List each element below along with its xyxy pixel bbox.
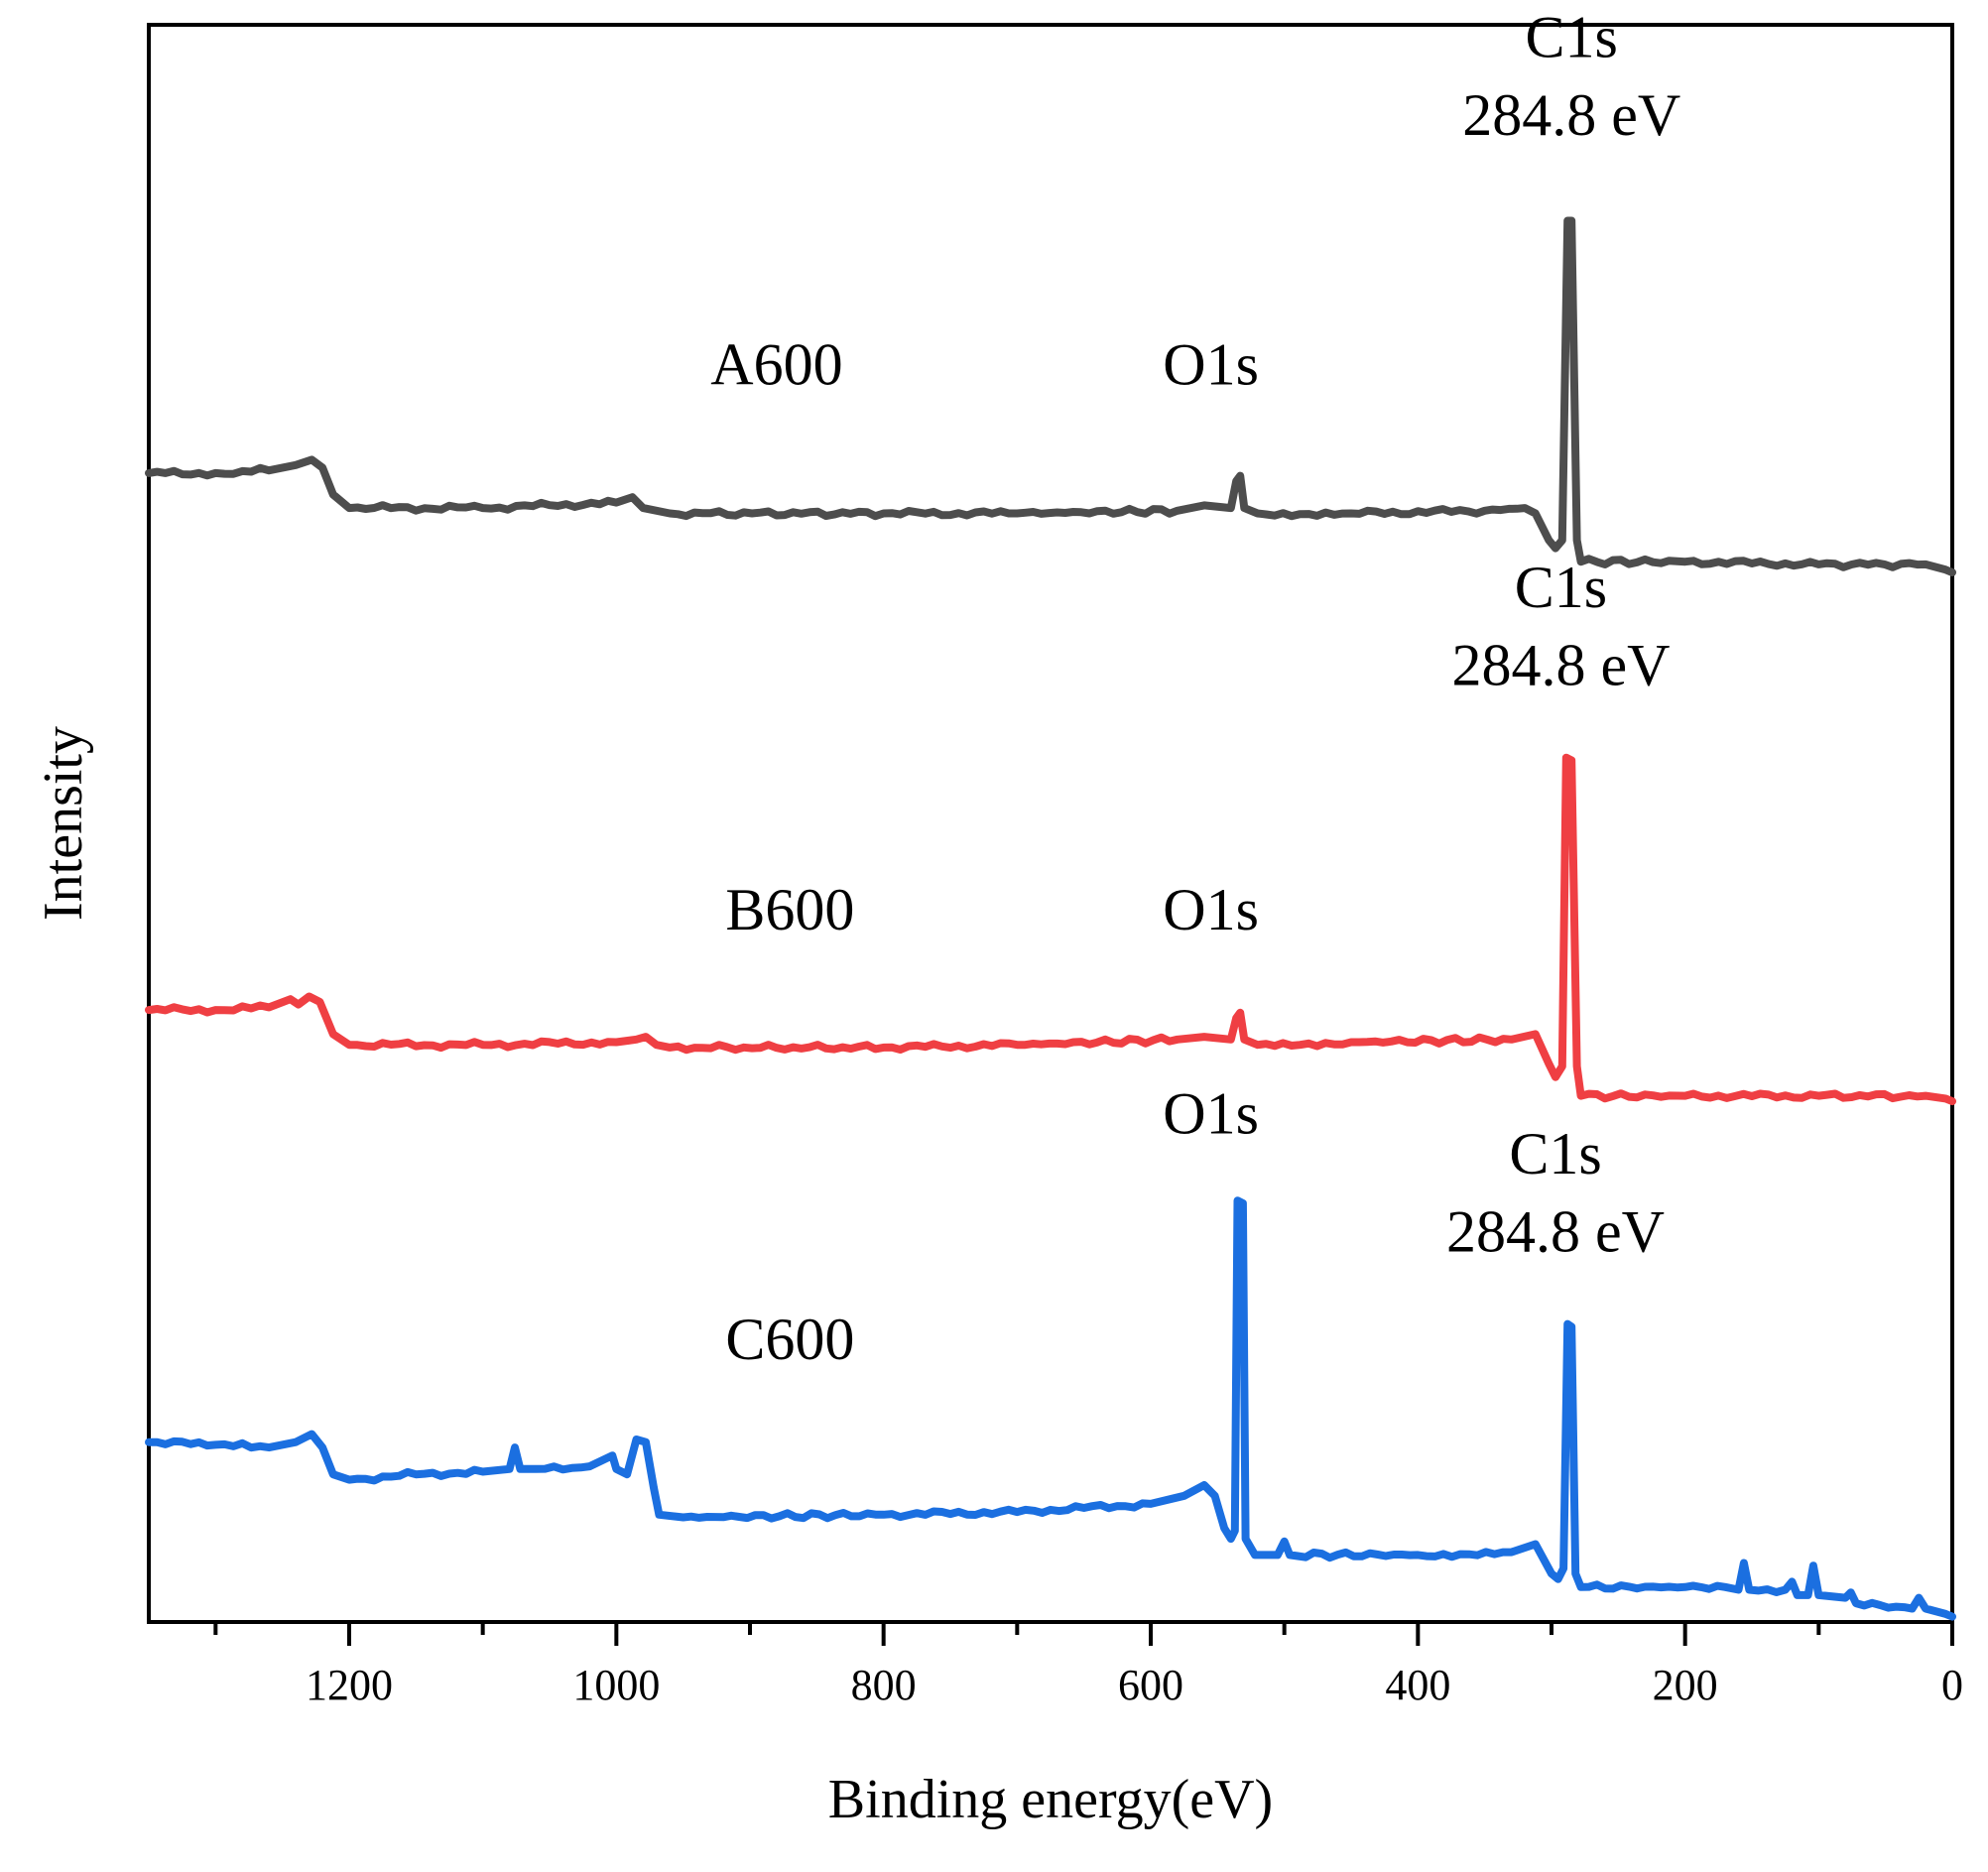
series-layer — [145, 216, 1956, 1621]
series-line-b600 — [145, 753, 1956, 1106]
annotation-label: C600 — [725, 1307, 854, 1372]
x-tick-label: 600 — [1118, 1661, 1183, 1709]
annotation-label: B600 — [725, 877, 854, 942]
annotation-label: C1s — [1526, 4, 1618, 69]
x-axis-label: Binding energy(eV) — [828, 1769, 1273, 1830]
annotation-label: C1s — [1515, 555, 1607, 620]
x-tick-label: 400 — [1385, 1661, 1450, 1709]
annotation-label: A600 — [710, 332, 842, 398]
x-tick-label: 0 — [1941, 1661, 1963, 1709]
x-tick-label: 1200 — [306, 1661, 393, 1709]
x-axis-ticks: 1200 1000 800 600 400 200 0 — [213, 1622, 1963, 1709]
annotation-label: O1s — [1163, 1081, 1259, 1147]
annotation-label: C1s — [1509, 1121, 1601, 1186]
annotation-label: 284.8 eV — [1462, 82, 1680, 148]
series-line-a600 — [145, 216, 1956, 576]
annotation-layer: A600 O1s C1s 284.8 eV B600 O1s C1s 284.8 eV C600… — [710, 4, 1680, 1371]
annotation-label: O1s — [1163, 877, 1259, 942]
annotation-label: 284.8 eV — [1451, 633, 1670, 698]
series-line-c600 — [145, 1196, 1956, 1621]
annotation-label: O1s — [1163, 332, 1259, 398]
x-tick-label: 1000 — [572, 1661, 660, 1709]
x-tick-label: 800 — [851, 1661, 917, 1709]
plot-frame — [147, 23, 1954, 1624]
x-tick-label: 200 — [1653, 1661, 1718, 1709]
annotation-label: 284.8 eV — [1446, 1199, 1665, 1265]
y-axis-label: Intensity — [33, 726, 94, 921]
